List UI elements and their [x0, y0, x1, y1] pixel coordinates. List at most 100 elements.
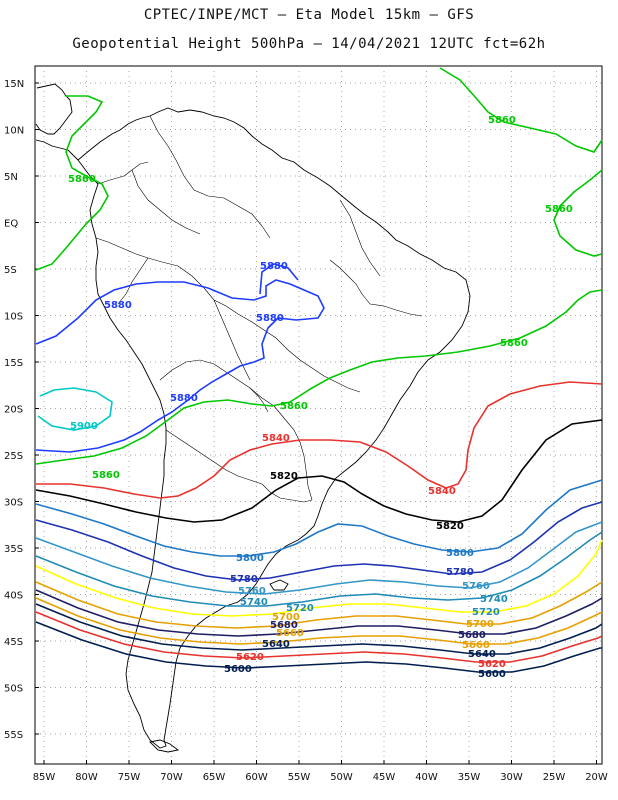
label-5660: 5660	[462, 640, 490, 651]
label-5700: 5700	[272, 612, 300, 623]
lon-tick-label: 50W	[330, 772, 353, 783]
label-5840: 5840	[262, 433, 290, 444]
label-5860: 5860	[500, 338, 528, 349]
label-5800: 5800	[446, 548, 474, 559]
lat-tick-label: 10N	[4, 126, 24, 137]
contour-5740	[35, 531, 603, 607]
contour-5640	[35, 603, 603, 655]
label-5780: 5780	[230, 574, 258, 585]
contour-5800	[35, 479, 603, 557]
contour-5860-b	[439, 67, 603, 153]
label-5860: 5860	[280, 401, 308, 412]
contour-5760	[35, 521, 603, 595]
contour-5860-c	[553, 169, 603, 257]
label-5880: 5880	[260, 261, 288, 272]
label-5640: 5640	[262, 639, 290, 650]
south-america-coast	[77, 107, 471, 749]
lon-tick-label: 30W	[500, 772, 523, 783]
label-5720: 5720	[286, 603, 314, 614]
contour-5820	[35, 419, 603, 523]
longitude-ticks: 85W 80W 75W 70W 65W 60W 55W 50W 45W 40W 35W 30W 25W 2…	[33, 760, 608, 783]
label-5700: 5700	[466, 619, 494, 630]
label-5840: 5840	[428, 486, 456, 497]
contour-labels: 5860 5860 5860 5860 5860 5860 5880 5880 …	[68, 115, 573, 680]
label-5780: 5780	[446, 567, 474, 578]
lon-tick-label: 45W	[373, 772, 396, 783]
contour-5880-b	[259, 263, 299, 295]
label-5600: 5600	[478, 669, 506, 680]
lat-tick-label: 30S	[4, 498, 23, 509]
lat-tick-label: 40S	[4, 591, 23, 602]
contour-5780	[35, 501, 603, 581]
lon-tick-label: 65W	[203, 772, 226, 783]
label-5740: 5740	[480, 594, 508, 605]
lat-tick-label: EQ	[4, 219, 18, 230]
contour-5700	[35, 581, 603, 629]
label-5600: 5600	[224, 664, 252, 675]
contour-5860-d	[35, 289, 603, 465]
label-5860: 5860	[92, 470, 120, 481]
contour-5720	[35, 539, 603, 617]
label-5800: 5800	[236, 553, 264, 564]
coastlines	[35, 83, 471, 753]
lat-tick-label: 50S	[4, 684, 23, 695]
lon-tick-label: 55W	[288, 772, 311, 783]
lat-tick-label: 5S	[4, 265, 17, 276]
lon-tick-label: 60W	[245, 772, 268, 783]
lon-tick-label: 80W	[75, 772, 98, 783]
label-5880: 5880	[104, 300, 132, 311]
label-5680: 5680	[458, 630, 486, 641]
label-5620: 5620	[236, 652, 264, 663]
label-5620: 5620	[478, 659, 506, 670]
label-5660: 5660	[276, 628, 304, 639]
label-5760: 5760	[238, 586, 266, 597]
central-america-coast	[35, 83, 73, 135]
label-5880: 5880	[170, 393, 198, 404]
lat-tick-label: 25S	[4, 451, 23, 462]
contour-5660	[35, 597, 603, 645]
contour-lines	[35, 67, 603, 673]
label-5760: 5760	[462, 581, 490, 592]
contour-5900	[37, 387, 113, 431]
country-borders	[95, 115, 423, 503]
label-5740: 5740	[240, 597, 268, 608]
central-america-coast-south	[35, 139, 79, 161]
contour-5880-a	[35, 279, 325, 453]
label-5860: 5860	[545, 204, 573, 215]
label-5680: 5680	[270, 620, 298, 631]
label-5860: 5860	[68, 174, 96, 185]
lat-tick-label: 15N	[4, 79, 24, 90]
tierra-del-fuego	[149, 739, 180, 753]
label-5820: 5820	[436, 521, 464, 532]
lat-tick-label: 10S	[4, 312, 23, 323]
lat-tick-label: 35S	[4, 544, 23, 555]
label-5900: 5900	[70, 421, 98, 432]
contour-5860-a	[35, 95, 109, 271]
lon-tick-label: 85W	[33, 772, 56, 783]
lon-tick-label: 75W	[118, 772, 141, 783]
lat-tick-label: 45S	[4, 637, 23, 648]
label-5860: 5860	[488, 115, 516, 126]
contour-5840	[36, 381, 603, 499]
contour-5680	[35, 589, 603, 637]
lon-tick-label: 40W	[415, 772, 438, 783]
lon-tick-label: 70W	[160, 772, 183, 783]
contour-5600	[35, 621, 602, 673]
map-frame	[34, 65, 603, 765]
label-5640: 5640	[468, 649, 496, 660]
label-5720: 5720	[472, 607, 500, 618]
chart-title: CPTEC/INPE/MCT – Eta Model 15km – GFS	[143, 7, 475, 23]
lat-tick-label: 5N	[4, 172, 18, 183]
lon-tick-label: 25W	[543, 772, 566, 783]
lat-tick-label: 15S	[4, 358, 23, 369]
lon-tick-label: 35W	[458, 772, 481, 783]
contour-5620	[35, 611, 603, 663]
latitude-ticks: 15N 10N 5N EQ 5S 10S 15S 20S 25S 30S 35S 40S 45S 50S 5…	[4, 79, 39, 741]
chart-subtitle: Geopotential Height 500hPa – 14/04/2021 …	[72, 36, 546, 52]
lon-tick-label: 20W	[585, 772, 608, 783]
falklands	[269, 579, 289, 591]
label-5880: 5880	[256, 313, 284, 324]
label-5820: 5820	[270, 471, 298, 482]
lat-tick-label: 55S	[4, 730, 23, 741]
